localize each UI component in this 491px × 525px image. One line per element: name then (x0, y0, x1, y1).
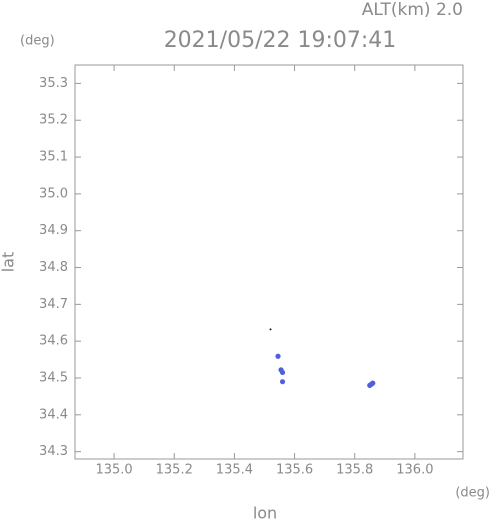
x-axis-label: lon (253, 504, 277, 522)
y-tick-label: 35.3 (39, 76, 68, 91)
point (275, 353, 281, 359)
point (279, 369, 286, 376)
x-tick-label: 135.4 (216, 463, 253, 478)
chart-title: 2021/05/22 19:07:41 (164, 28, 397, 53)
x-unit: (deg) (455, 486, 490, 501)
point (279, 379, 286, 385)
x-tick-label: 136.0 (396, 463, 433, 478)
y-axis-label: lat (0, 252, 18, 273)
x-tick-label: 135.8 (336, 463, 373, 478)
y-tick-label: 34.9 (39, 223, 68, 238)
point (368, 381, 374, 387)
y-tick-label: 34.3 (39, 444, 68, 459)
altitude-label: ALT(km) 2.0 (362, 0, 463, 20)
y-tick-label: 34.7 (39, 297, 68, 312)
y-unit: (deg) (20, 34, 55, 49)
x-tick-label: 135.6 (276, 463, 313, 478)
plot-frame (74, 64, 464, 460)
y-tick-label: 34.6 (39, 334, 68, 349)
point (269, 328, 272, 331)
y-tick-label: 35.2 (39, 113, 68, 128)
x-tick-label: 135.0 (95, 463, 132, 478)
y-tick-label: 35.1 (39, 150, 68, 165)
y-tick-label: 34.4 (39, 407, 68, 422)
y-tick-label: 35.0 (39, 186, 68, 201)
y-tick-label: 34.8 (39, 260, 68, 275)
y-tick-label: 34.5 (39, 370, 68, 385)
x-tick-label: 135.2 (156, 463, 193, 478)
